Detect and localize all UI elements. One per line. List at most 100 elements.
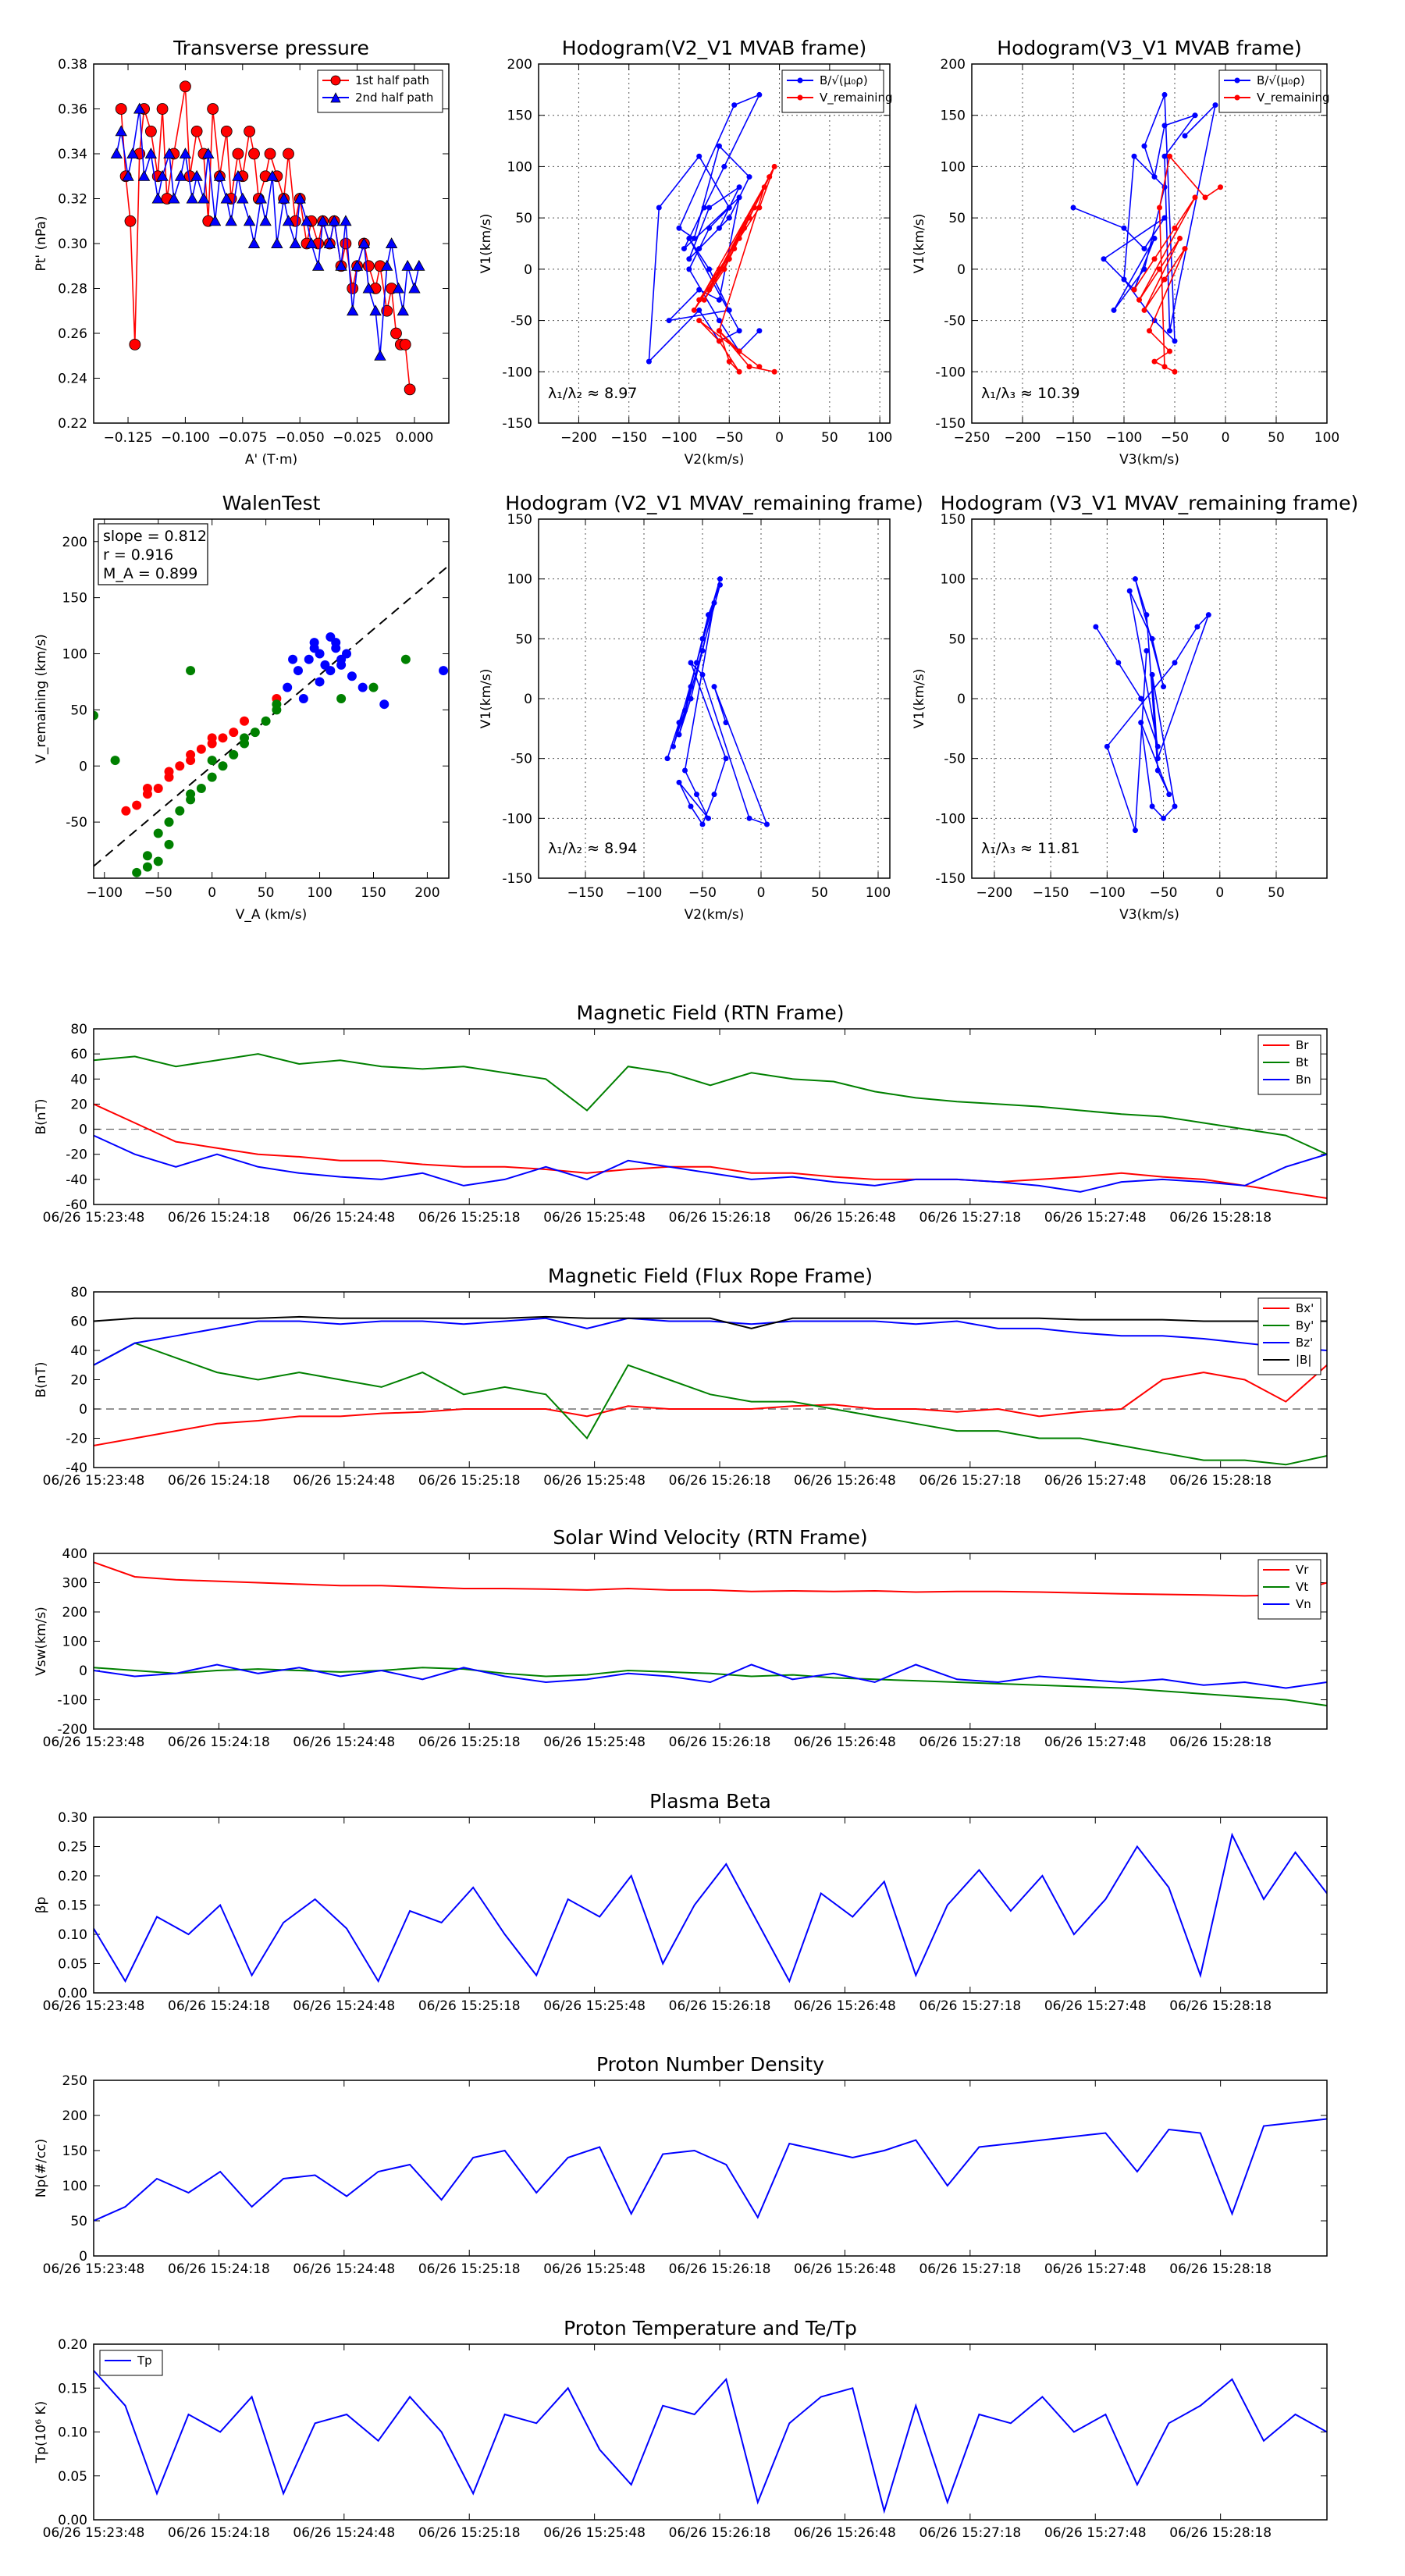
y-tick-label: 0.30 — [58, 237, 87, 252]
data-point — [244, 125, 256, 137]
data-point — [439, 666, 449, 676]
y-tick-label: -20 — [66, 1432, 87, 1447]
x-tick-label: 06/26 15:28:18 — [1169, 1473, 1272, 1489]
data-point — [1147, 328, 1152, 334]
legend-marker — [797, 94, 803, 101]
data-point — [153, 828, 163, 838]
y-tick-label: 50 — [948, 632, 966, 647]
x-tick-label: −200 — [560, 430, 597, 446]
y-tick-label: 0.05 — [58, 2469, 87, 2485]
legend-label: 1st half path — [355, 73, 429, 87]
y-axis-label: V1(km/s) — [478, 669, 494, 729]
data-point — [1154, 767, 1161, 774]
data-point — [385, 237, 398, 249]
data-point — [254, 192, 267, 204]
y-tick-label: -150 — [502, 416, 532, 432]
legend-label: V_remaining — [1257, 91, 1330, 105]
y-tick-label: 200 — [62, 2108, 87, 2124]
data-point — [392, 282, 405, 294]
data-point — [168, 192, 180, 204]
y-tick-label: 60 — [70, 1315, 87, 1330]
x-tick-label: 100 — [307, 885, 332, 901]
data-point — [331, 638, 341, 648]
x-tick-label: 06/26 15:25:18 — [418, 1473, 521, 1489]
data-point — [1157, 266, 1162, 272]
data-point — [1172, 225, 1178, 231]
x-tick-label: 06/26 15:27:48 — [1044, 1473, 1147, 1489]
x-tick-label: 06/26 15:24:18 — [168, 1473, 270, 1489]
plot-frame — [93, 1553, 1328, 1730]
data-point — [736, 348, 742, 354]
legend: Tp — [99, 2350, 163, 2376]
data-point — [272, 699, 282, 710]
x-tick-label: 06/26 15:28:18 — [1169, 2525, 1272, 2541]
y-tick-label: -40 — [66, 1172, 87, 1188]
stats-box — [98, 523, 208, 585]
data-point — [237, 192, 249, 204]
data-point — [207, 103, 219, 115]
data-point — [325, 666, 336, 676]
y-tick-label: 40 — [70, 1343, 87, 1359]
data-point — [122, 169, 134, 181]
chart-solar-wind-velocity: Solar Wind Velocity (RTN Frame) -200 -100 0… — [34, 1526, 1328, 1750]
x-tick-label: 06/26 15:24:48 — [293, 2261, 395, 2277]
data-point — [186, 192, 198, 204]
data-point — [721, 266, 727, 272]
y-tick-label: 0 — [957, 262, 966, 278]
x-tick-label: 06/26 15:26:48 — [794, 2525, 896, 2541]
x-tick-label: 06/26 15:24:18 — [168, 1998, 270, 2014]
data-point — [220, 192, 233, 204]
data-point — [1182, 246, 1188, 252]
y-tick-label: 0.05 — [58, 1957, 87, 1973]
data-point — [115, 103, 127, 115]
legend-box — [1257, 1559, 1321, 1620]
data-point — [711, 276, 717, 283]
data-point — [1161, 815, 1167, 821]
x-tick-label: −50 — [144, 885, 173, 901]
data-point — [1101, 256, 1107, 262]
x-tick-label: 06/26 15:24:48 — [293, 2525, 395, 2541]
data-point — [699, 648, 706, 654]
data-point — [397, 304, 409, 316]
data-point — [266, 169, 279, 181]
x-tick-label: 150 — [361, 885, 386, 901]
legend-label: Br — [1296, 1038, 1309, 1052]
y-axis-label: Tp(10⁶ K) — [34, 2401, 49, 2464]
x-tick-label: 06/26 15:24:18 — [168, 1735, 270, 1750]
data-point — [190, 169, 203, 181]
chart-title: Transverse pressure — [173, 37, 369, 59]
data-point — [289, 237, 302, 249]
data-point — [271, 237, 283, 249]
y-tick-label: 0.28 — [58, 282, 87, 297]
x-tick-label: −100 — [626, 885, 663, 901]
data-point — [229, 749, 239, 760]
data-point — [716, 338, 722, 344]
data-point — [304, 654, 314, 664]
y-tick-label: -60 — [66, 1197, 87, 1213]
y-axis-label: V1(km/s) — [478, 214, 494, 274]
data-point — [342, 649, 352, 659]
x-tick-label: 06/26 15:27:18 — [919, 1210, 1021, 1226]
data-point — [696, 307, 702, 313]
data-point — [1136, 297, 1142, 303]
plot-area — [94, 1053, 1327, 1199]
y-tick-label: 50 — [515, 211, 532, 226]
data-point — [133, 102, 146, 114]
y-tick-label: -150 — [935, 416, 966, 432]
y-tick-label: 50 — [948, 211, 966, 226]
legend-label: By' — [1296, 1318, 1314, 1332]
y-axis-label: βp — [34, 1897, 49, 1914]
data-point — [686, 256, 692, 262]
data-point — [248, 148, 260, 160]
y-tick-label: 0.20 — [58, 2337, 87, 2353]
x-tick-label: −200 — [1005, 430, 1041, 446]
x-tick-label: 06/26 15:27:48 — [1044, 2525, 1147, 2541]
x-tick-label: 50 — [1268, 885, 1285, 901]
data-point — [390, 327, 402, 340]
legend: B/√(μ₀ρ) V_remaining — [1218, 69, 1330, 113]
data-point — [362, 260, 375, 272]
data-point — [288, 654, 298, 664]
data-point — [357, 237, 371, 249]
legend-box — [781, 69, 884, 113]
data-point — [761, 184, 767, 190]
